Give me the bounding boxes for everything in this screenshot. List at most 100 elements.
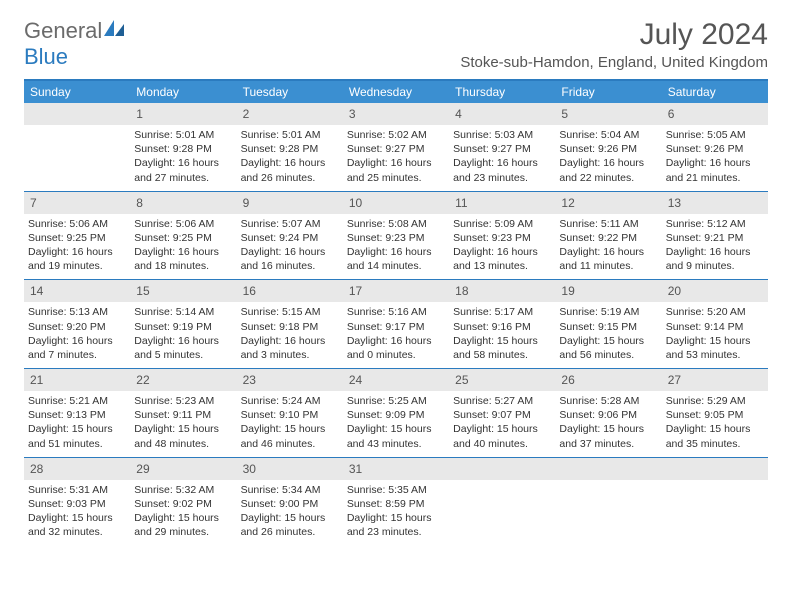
day-cell: 2Sunrise: 5:01 AMSunset: 9:28 PMDaylight… [237, 103, 343, 191]
daynum-row: 12 [555, 192, 661, 214]
sunrise-line: Sunrise: 5:25 AM [347, 394, 445, 408]
sunrise-line: Sunrise: 5:29 AM [666, 394, 764, 408]
day-cell: 9Sunrise: 5:07 AMSunset: 9:24 PMDaylight… [237, 192, 343, 280]
sunset-line: Sunset: 9:24 PM [241, 231, 339, 245]
sunset-line: Sunset: 8:59 PM [347, 497, 445, 511]
daylight-line: Daylight: 16 hours and 23 minutes. [453, 156, 551, 184]
dayname: Thursday [449, 81, 555, 103]
day-number: 29 [136, 462, 149, 476]
sunrise-line: Sunrise: 5:03 AM [453, 128, 551, 142]
daylight-line: Daylight: 15 hours and 35 minutes. [666, 422, 764, 450]
sunrise-line: Sunrise: 5:16 AM [347, 305, 445, 319]
day-cell: 18Sunrise: 5:17 AMSunset: 9:16 PMDayligh… [449, 280, 555, 368]
sunrise-line: Sunrise: 5:27 AM [453, 394, 551, 408]
day-cell: 10Sunrise: 5:08 AMSunset: 9:23 PMDayligh… [343, 192, 449, 280]
sunset-line: Sunset: 9:27 PM [453, 142, 551, 156]
sunset-line: Sunset: 9:19 PM [134, 320, 232, 334]
day-number: 14 [30, 284, 43, 298]
daylight-line: Daylight: 16 hours and 5 minutes. [134, 334, 232, 362]
sunrise-line: Sunrise: 5:31 AM [28, 483, 126, 497]
day-number: 5 [561, 107, 568, 121]
sunset-line: Sunset: 9:15 PM [559, 320, 657, 334]
day-cell: 23Sunrise: 5:24 AMSunset: 9:10 PMDayligh… [237, 369, 343, 457]
daynum-row: 4 [449, 103, 555, 125]
daylight-line: Daylight: 16 hours and 3 minutes. [241, 334, 339, 362]
day-cell: 22Sunrise: 5:23 AMSunset: 9:11 PMDayligh… [130, 369, 236, 457]
daynum-row: 13 [662, 192, 768, 214]
daynum-row: 8 [130, 192, 236, 214]
header: GeneralBlue July 2024 Stoke-sub-Hamdon, … [24, 18, 768, 71]
day-cell: 28Sunrise: 5:31 AMSunset: 9:03 PMDayligh… [24, 458, 130, 546]
location: Stoke-sub-Hamdon, England, United Kingdo… [460, 54, 768, 71]
sunset-line: Sunset: 9:16 PM [453, 320, 551, 334]
day-number: 21 [30, 373, 43, 387]
daylight-line: Daylight: 16 hours and 21 minutes. [666, 156, 764, 184]
day-number: 8 [136, 196, 143, 210]
daylight-line: Daylight: 16 hours and 14 minutes. [347, 245, 445, 273]
dayname: Monday [130, 81, 236, 103]
day-number: 25 [455, 373, 468, 387]
month-title: July 2024 [460, 18, 768, 52]
daynum-row: 21 [24, 369, 130, 391]
dayname: Sunday [24, 81, 130, 103]
daylight-line: Daylight: 15 hours and 48 minutes. [134, 422, 232, 450]
day-cell: 29Sunrise: 5:32 AMSunset: 9:02 PMDayligh… [130, 458, 236, 546]
daylight-line: Daylight: 15 hours and 53 minutes. [666, 334, 764, 362]
day-cell: 6Sunrise: 5:05 AMSunset: 9:26 PMDaylight… [662, 103, 768, 191]
daynum-row: 27 [662, 369, 768, 391]
day-number: 22 [136, 373, 149, 387]
daynum-row: 2 [237, 103, 343, 125]
sunrise-line: Sunrise: 5:11 AM [559, 217, 657, 231]
day-number: 19 [561, 284, 574, 298]
dayname-row: SundayMondayTuesdayWednesdayThursdayFrid… [24, 81, 768, 103]
sunset-line: Sunset: 9:23 PM [347, 231, 445, 245]
daynum-row: 25 [449, 369, 555, 391]
sunrise-line: Sunrise: 5:17 AM [453, 305, 551, 319]
daylight-line: Daylight: 15 hours and 56 minutes. [559, 334, 657, 362]
day-number: 9 [243, 196, 250, 210]
sunset-line: Sunset: 9:00 PM [241, 497, 339, 511]
dayname: Friday [555, 81, 661, 103]
logo-text-1: General [24, 18, 102, 43]
daynum-row: 1 [130, 103, 236, 125]
daylight-line: Daylight: 16 hours and 11 minutes. [559, 245, 657, 273]
dayname: Wednesday [343, 81, 449, 103]
day-number: 17 [349, 284, 362, 298]
day-cell: · [449, 458, 555, 546]
logo-text: GeneralBlue [24, 18, 126, 70]
day-number: 1 [136, 107, 143, 121]
sunrise-line: Sunrise: 5:35 AM [347, 483, 445, 497]
daynum-row: 28 [24, 458, 130, 480]
sunrise-line: Sunrise: 5:07 AM [241, 217, 339, 231]
daynum-row: 11 [449, 192, 555, 214]
day-cell: 24Sunrise: 5:25 AMSunset: 9:09 PMDayligh… [343, 369, 449, 457]
day-number: 7 [30, 196, 37, 210]
daylight-line: Daylight: 16 hours and 9 minutes. [666, 245, 764, 273]
day-number: 27 [668, 373, 681, 387]
sunset-line: Sunset: 9:02 PM [134, 497, 232, 511]
day-cell: 26Sunrise: 5:28 AMSunset: 9:06 PMDayligh… [555, 369, 661, 457]
week-row: ·1Sunrise: 5:01 AMSunset: 9:28 PMDayligh… [24, 103, 768, 192]
day-cell: 21Sunrise: 5:21 AMSunset: 9:13 PMDayligh… [24, 369, 130, 457]
sunrise-line: Sunrise: 5:02 AM [347, 128, 445, 142]
sunrise-line: Sunrise: 5:04 AM [559, 128, 657, 142]
daynum-row: 26 [555, 369, 661, 391]
day-cell: 25Sunrise: 5:27 AMSunset: 9:07 PMDayligh… [449, 369, 555, 457]
daylight-line: Daylight: 16 hours and 13 minutes. [453, 245, 551, 273]
daylight-line: Daylight: 15 hours and 32 minutes. [28, 511, 126, 539]
calendar: SundayMondayTuesdayWednesdayThursdayFrid… [24, 79, 768, 545]
day-cell: 3Sunrise: 5:02 AMSunset: 9:27 PMDaylight… [343, 103, 449, 191]
daynum-row: 22 [130, 369, 236, 391]
day-cell: 14Sunrise: 5:13 AMSunset: 9:20 PMDayligh… [24, 280, 130, 368]
dayname: Tuesday [237, 81, 343, 103]
daynum-row: 20 [662, 280, 768, 302]
day-cell: 20Sunrise: 5:20 AMSunset: 9:14 PMDayligh… [662, 280, 768, 368]
sunrise-line: Sunrise: 5:14 AM [134, 305, 232, 319]
title-block: July 2024 Stoke-sub-Hamdon, England, Uni… [460, 18, 768, 71]
sunset-line: Sunset: 9:25 PM [28, 231, 126, 245]
sunrise-line: Sunrise: 5:15 AM [241, 305, 339, 319]
day-number: 28 [30, 462, 43, 476]
daylight-line: Daylight: 16 hours and 0 minutes. [347, 334, 445, 362]
day-cell: 19Sunrise: 5:19 AMSunset: 9:15 PMDayligh… [555, 280, 661, 368]
day-number: 30 [243, 462, 256, 476]
